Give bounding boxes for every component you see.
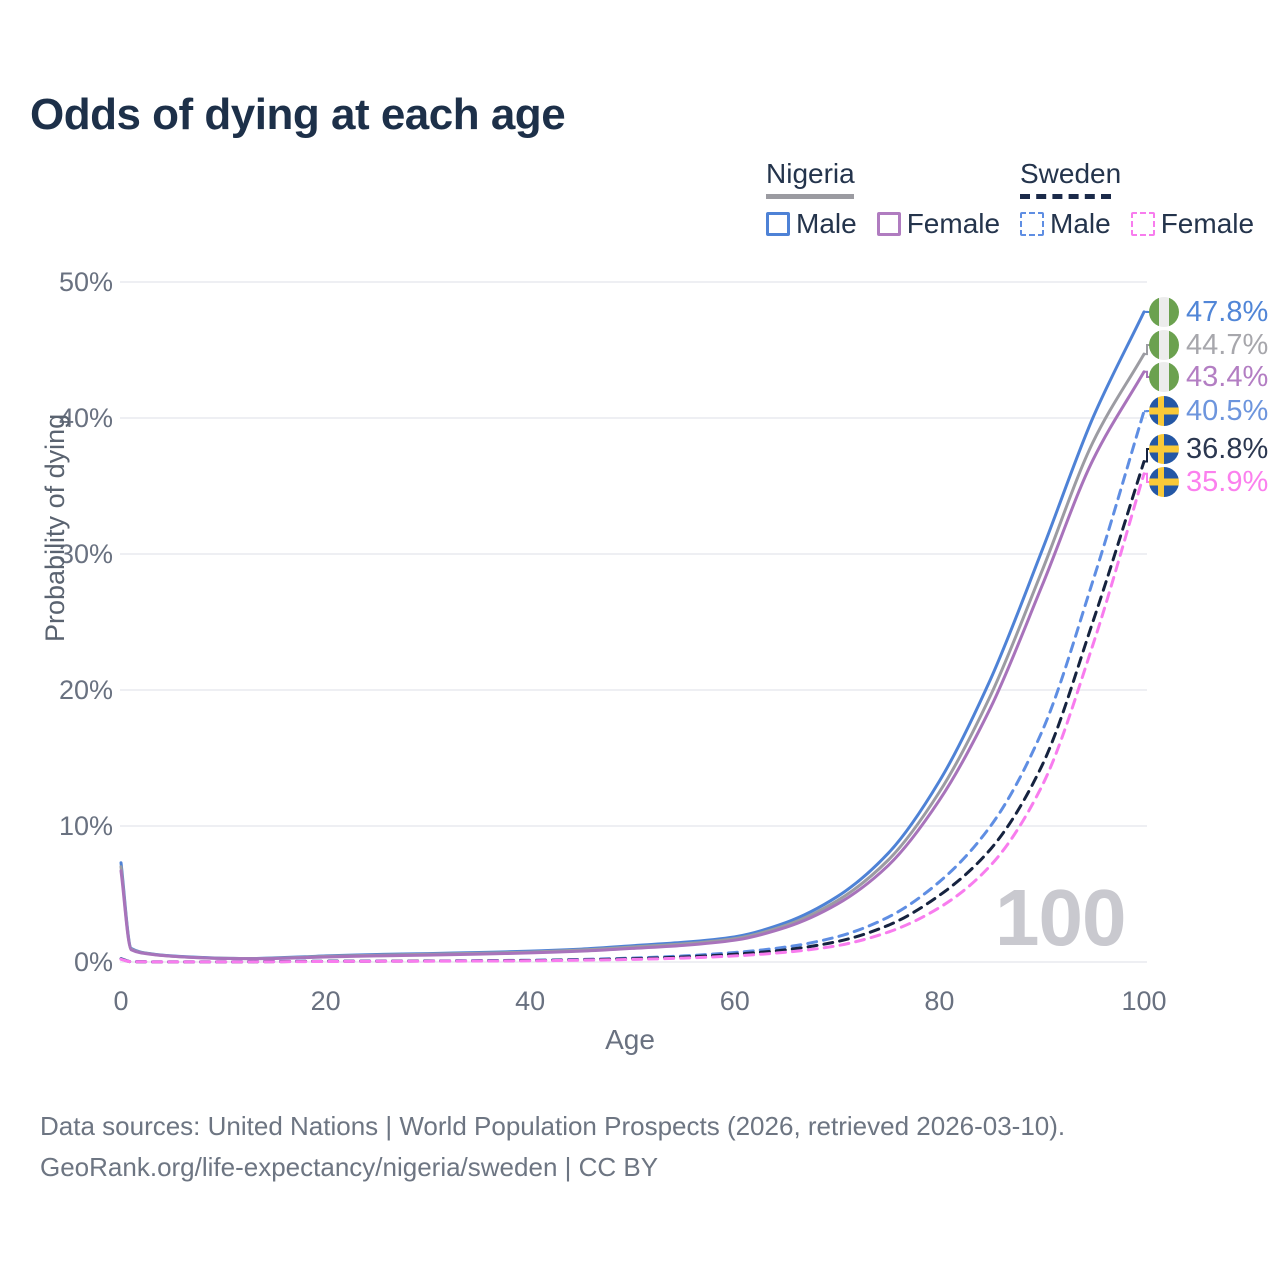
legend-item-sweden-male[interactable]: Male: [1020, 208, 1111, 240]
line-nigeria-female[interactable]: [119, 370, 1146, 961]
y-tick-label: 30%: [58, 539, 113, 569]
x-tick-label: 40: [515, 986, 546, 1016]
footer-sources: Data sources: United Nations | World Pop…: [40, 1111, 1066, 1141]
end-label-value: 47.8%: [1186, 295, 1269, 328]
end-label-row: 35.9%: [1149, 466, 1268, 498]
nigeria-flag-icon: [1149, 362, 1179, 392]
legend-country-label: Sweden: [1020, 158, 1122, 189]
y-tick-label: 20%: [58, 675, 113, 705]
end-label-row: 47.8%: [1149, 296, 1268, 328]
x-tick-label: 100: [1121, 986, 1167, 1016]
end-label-value: 40.5%: [1186, 394, 1269, 427]
y-axis-title: Probability of dying: [40, 413, 70, 643]
footer-attribution: GeoRank.org/life-expectancy/nigeria/swed…: [40, 1152, 659, 1182]
nigeria-flag-icon: [1149, 297, 1179, 327]
end-label-value: 35.9%: [1186, 465, 1269, 498]
legend-item-nigeria-male[interactable]: Male: [766, 208, 857, 240]
end-label-value: 43.4%: [1186, 360, 1269, 393]
sweden-flag-icon: [1149, 467, 1179, 497]
line-sweden-female[interactable]: [119, 472, 1146, 964]
legend-group-sweden: Sweden Male Female: [1020, 158, 1254, 240]
legend-swatch-icon: [876, 212, 901, 236]
legend-country-line-sample: [766, 194, 854, 199]
y-tick-label: 50%: [58, 267, 113, 297]
legend-item-label: Male: [1050, 208, 1111, 239]
end-label-row: 36.8%: [1149, 433, 1268, 465]
line-sweden-male[interactable]: [119, 409, 1146, 964]
end-label-row: 43.4%: [1149, 361, 1268, 393]
age-indicator-watermark: 100: [995, 873, 1126, 962]
legend-group-nigeria: Nigeria Male Female: [766, 158, 1000, 240]
end-label-value: 36.8%: [1186, 432, 1269, 465]
y-tick-label: 40%: [58, 403, 113, 433]
x-tick-label: 0: [113, 986, 129, 1016]
legend-country-label: Nigeria: [766, 158, 855, 189]
end-label-row: 40.5%: [1149, 395, 1268, 427]
y-tick-label: 10%: [58, 811, 113, 841]
chart-title: Odds of dying at each age: [30, 90, 566, 139]
x-tick-label: 80: [924, 986, 955, 1016]
end-label-value: 44.7%: [1186, 328, 1269, 361]
nigeria-flag-icon: [1149, 330, 1179, 360]
legend-swatch-icon: [1130, 212, 1155, 236]
end-label-row: 44.7%: [1149, 329, 1268, 361]
legend-country-line-sample: [1020, 194, 1111, 199]
sweden-flag-icon: [1149, 396, 1179, 426]
x-axis-title: Age: [605, 1024, 655, 1055]
legend-item-label: Female: [906, 208, 1001, 239]
legend-swatch-icon: [766, 212, 790, 236]
legend-swatch-icon: [1020, 212, 1044, 236]
legend-item-sweden-female[interactable]: Female: [1130, 208, 1255, 240]
footer: Data sources: United Nations | World Pop…: [40, 1106, 1065, 1188]
legend-item-label: Female: [1160, 208, 1255, 239]
legend-item-nigeria-female[interactable]: Female: [876, 208, 1001, 240]
line-sweden[interactable]: [119, 460, 1146, 964]
x-tick-label: 20: [310, 986, 341, 1016]
legend-item-label: Male: [796, 208, 857, 239]
y-tick-label: 0%: [73, 947, 113, 977]
line-nigeria-male[interactable]: [119, 310, 1146, 960]
line-nigeria[interactable]: [119, 352, 1146, 961]
x-tick-label: 60: [719, 986, 750, 1016]
sweden-flag-icon: [1149, 434, 1179, 464]
